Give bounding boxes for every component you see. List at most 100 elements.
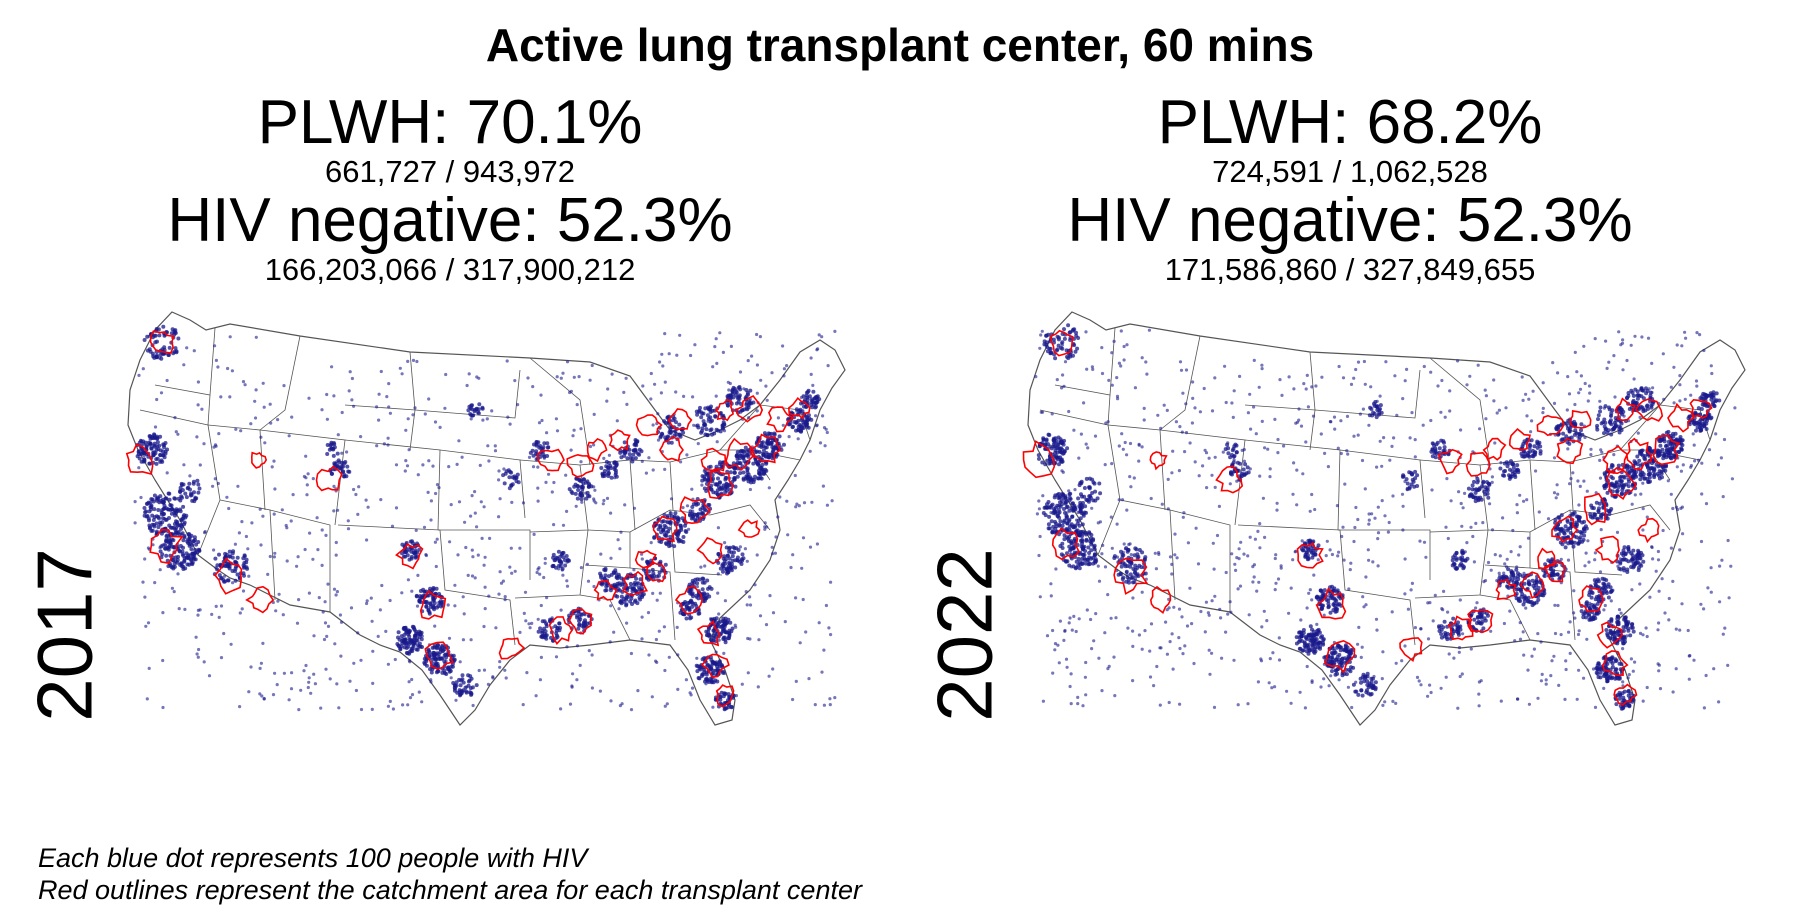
hiv-dot [427,611,432,616]
catchment-outline [548,616,574,646]
hiv-dot [599,466,604,470]
hiv-dot [1413,455,1417,459]
hiv-dot [1383,700,1387,704]
hiv-dot [629,708,634,712]
hiv-dot [186,485,191,490]
hiv-dot [656,438,661,442]
hiv-dot [474,683,479,688]
catchment-outline [622,570,649,596]
hiv-dot [1552,491,1557,495]
hiv-dot [1037,553,1041,558]
hiv-dot [1120,498,1125,502]
hiv-dot [1110,383,1114,387]
hiv-dot [1039,333,1043,337]
hiv-dot [1367,423,1371,427]
hiv-dot [602,469,607,473]
hiv-dot [1367,522,1371,526]
hiv-dot [406,359,410,363]
hiv-dot [1068,684,1072,689]
hiv-dot [460,673,465,678]
hiv-dot [506,415,510,419]
hiv-dot [469,638,473,642]
hiv-dot [1255,589,1259,593]
hiv-dot [391,707,395,711]
hiv-dot [1669,385,1673,389]
hiv-dot [755,391,759,395]
hiv-dot [721,562,726,566]
hiv-dot [518,630,522,634]
hiv-dot [350,376,354,381]
hiv-dot [359,707,364,712]
hiv-dot [359,435,363,439]
hiv-dot [476,407,481,412]
hiv-dot [568,702,573,706]
hiv-dot [1069,672,1073,676]
hiv-dot [555,429,560,433]
hiv-dot [763,445,768,450]
hiv-dot [189,533,194,538]
hiv-dot [145,697,149,701]
hiv-dot [1316,558,1320,562]
hiv-dot [1645,634,1649,639]
state-border [1484,532,1531,569]
hiv-dot [628,581,633,586]
hiv-dot [743,445,748,450]
hiv-dot [227,549,232,554]
hiv-dot [536,499,540,503]
hiv-dot [1121,575,1126,580]
hiv-dot [1559,557,1563,561]
hiv-dot [570,685,574,689]
hiv-dot [610,372,614,376]
hiv-dot [480,536,484,540]
hiv-dot [669,497,674,501]
hiv-dot [1578,484,1582,488]
hiv-dot [659,391,664,395]
hiv-dot [468,412,473,416]
hiv-dot [1057,661,1061,665]
hiv-dot [1060,386,1064,390]
hiv-dot [707,594,712,599]
hiv-dot [173,416,177,420]
hiv-dot [753,583,757,587]
hiv-dot [339,654,343,658]
hiv-dot [1049,350,1054,355]
hiv-dot [152,524,157,529]
hiv-dot [815,394,820,399]
hiv-dot [498,497,502,501]
hiv-dot [716,526,721,530]
hiv-dot [1121,447,1125,451]
hiv-dot [1607,360,1611,364]
hiv-dot [644,471,649,475]
hiv-dot [1065,354,1069,359]
hiv-dot [1232,658,1236,662]
hiv-dot [1126,626,1130,630]
hiv-dot [1521,398,1525,402]
hiv-dot [1203,630,1207,634]
hiv-dot [1598,458,1602,462]
hiv-dot [1246,470,1251,475]
hiv-dot [1080,547,1085,552]
hiv-dot [338,613,342,617]
hiv-dot [497,592,501,596]
hiv-dot [1079,492,1083,497]
hiv-dot [460,455,464,459]
hiv-dot [149,505,154,509]
hiv-dot [231,581,235,585]
hiv-dot [497,478,501,482]
hiv-dot [449,676,453,680]
hiv-dot [650,567,655,572]
hiv-dot [409,554,414,559]
hiv-dot [697,666,702,671]
hiv-dot [1445,477,1449,481]
hiv-dot [1100,346,1104,350]
hiv-dot [1413,626,1417,630]
hiv-dot [1320,375,1324,379]
hiv-dot [789,565,793,570]
hiv-dot [1308,548,1313,553]
hiv-dot [1362,359,1366,364]
hiv-dot [585,562,589,566]
hiv-dot [580,500,584,504]
hiv-dot [586,481,591,486]
hiv-dot [1312,573,1316,577]
hiv-dot [434,586,439,591]
